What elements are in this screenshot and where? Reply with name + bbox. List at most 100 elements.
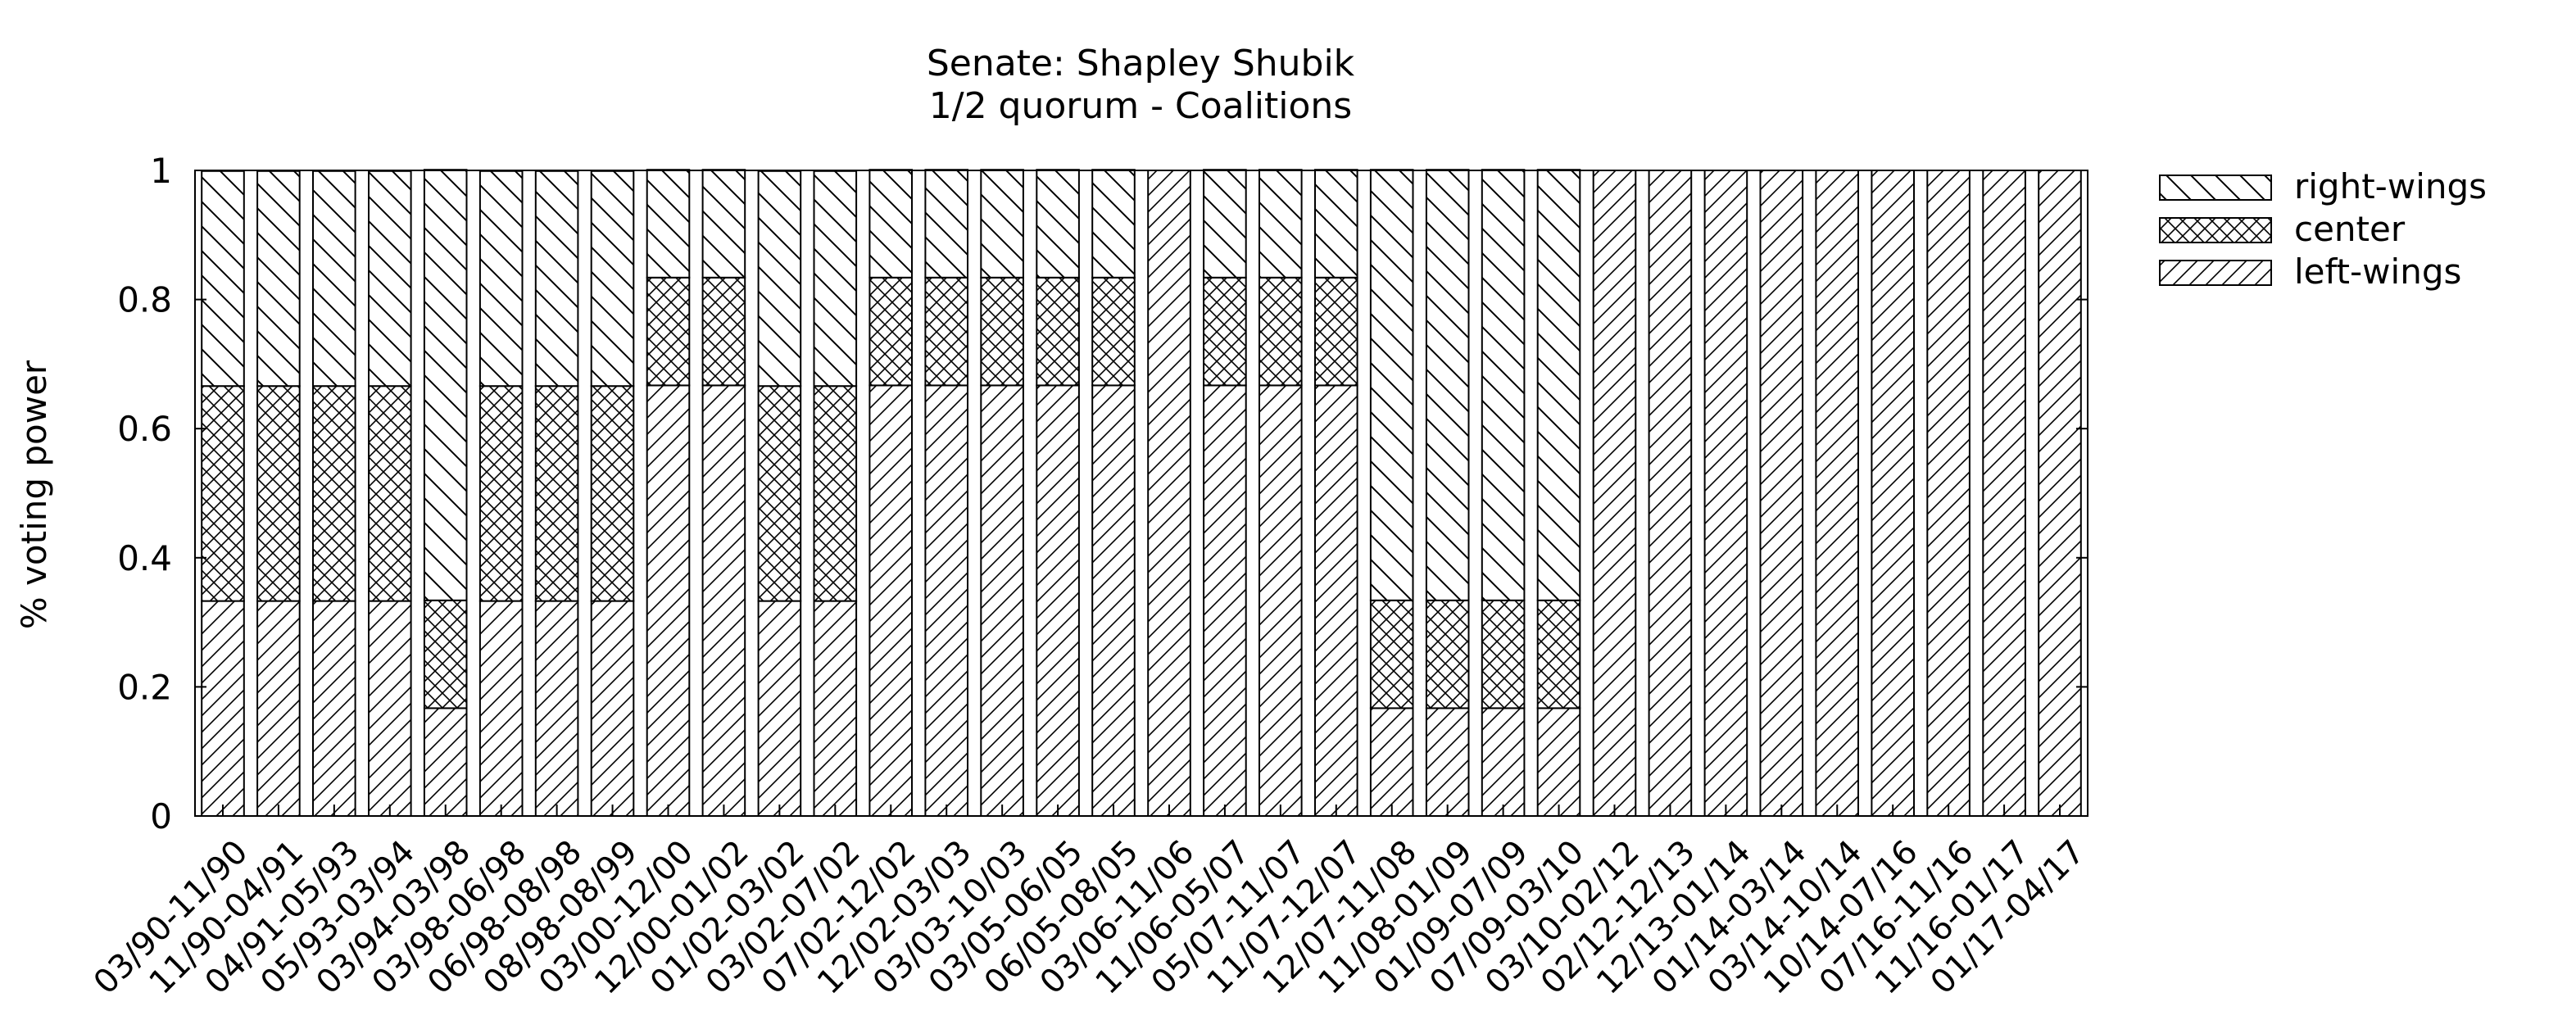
bar-segment-left-wings-17	[1091, 384, 1136, 817]
bar-segment-center-11	[757, 385, 802, 602]
legend-label-center: center	[2294, 209, 2406, 249]
bars-layer	[201, 169, 2082, 818]
bar-segment-left-wings-26	[1592, 170, 1637, 817]
bar-segment-center-22	[1369, 599, 1414, 709]
bar-segment-left-wings-9	[646, 384, 691, 817]
bar-segment-right-wings-2	[256, 170, 301, 388]
bar-segment-left-wings-12	[813, 600, 858, 817]
bar-segment-left-wings-24	[1481, 707, 1526, 818]
bar-segment-left-wings-5	[423, 707, 468, 818]
bar-segment-left-wings-16	[1036, 384, 1080, 817]
y-tick-label: 0.6	[117, 409, 172, 449]
bar-segment-left-wings-4	[368, 600, 412, 817]
plot-frame	[194, 170, 2088, 817]
y-tick-label: 1	[150, 151, 172, 191]
bar-segment-right-wings-25	[1536, 169, 1581, 601]
bar-segment-right-wings-8	[590, 170, 635, 388]
legend-swatch-right-wings	[2159, 175, 2272, 201]
bar-segment-center-8	[590, 385, 635, 602]
bar-segment-left-wings-14	[924, 384, 969, 817]
bar-segment-left-wings-3	[312, 600, 356, 817]
bar-segment-left-wings-31	[1871, 170, 1915, 817]
bar-segment-left-wings-29	[1759, 170, 1804, 817]
bar-segment-right-wings-9	[646, 169, 691, 279]
x-ticks: 03/90-11/9011/90-04/9104/91-05/9305/93-0…	[87, 805, 2092, 1002]
bar-segment-right-wings-19	[1203, 169, 1247, 279]
bar-segment-center-20	[1259, 276, 1303, 387]
bar-segment-left-wings-6	[478, 600, 524, 817]
y-tick-label: 0.2	[117, 667, 172, 707]
bar-segment-center-13	[868, 276, 914, 387]
legend-swatch-left-wings	[2159, 260, 2272, 286]
bar-segment-left-wings-1	[201, 600, 245, 817]
chart-subtitle: 1/2 quorum - Coalitions	[929, 85, 1352, 127]
bar-segment-right-wings-7	[534, 170, 579, 388]
bar-segment-center-12	[813, 385, 858, 602]
bar-segment-center-6	[478, 385, 524, 602]
bar-segment-right-wings-4	[368, 170, 412, 388]
bar-segment-center-24	[1481, 599, 1526, 709]
y-ticks: 0 0.2 0.4 0.6 0.8 1	[117, 151, 2088, 836]
bar-segment-center-3	[312, 385, 356, 602]
bar-segment-left-wings-33	[1982, 170, 2026, 817]
bar-segment-right-wings-11	[757, 170, 802, 388]
bar-segment-left-wings-30	[1815, 170, 1859, 817]
bar-segment-right-wings-16	[1036, 169, 1080, 279]
bar-segment-center-14	[924, 276, 969, 387]
bar-segment-center-5	[423, 599, 468, 709]
bar-segment-right-wings-1	[201, 170, 245, 388]
bar-segment-left-wings-8	[590, 600, 635, 817]
bar-segment-center-16	[1036, 276, 1080, 387]
bar-segment-left-wings-21	[1314, 384, 1358, 817]
bar-segment-center-1	[201, 385, 245, 602]
bar-segment-center-21	[1314, 276, 1358, 387]
bar-segment-right-wings-21	[1314, 169, 1358, 279]
bar-segment-left-wings-10	[701, 384, 746, 817]
bar-segment-right-wings-12	[813, 170, 858, 388]
bar-segment-left-wings-23	[1425, 707, 1470, 818]
bar-segment-left-wings-7	[534, 600, 579, 817]
bar-segment-right-wings-3	[312, 170, 356, 388]
legend-label-left-wings: left-wings	[2294, 252, 2461, 292]
y-tick-label: 0	[150, 796, 172, 836]
legend-swatch-center	[2159, 217, 2272, 243]
bar-segment-center-10	[701, 276, 746, 387]
bar-segment-left-wings-27	[1648, 170, 1693, 817]
bar-segment-right-wings-17	[1091, 169, 1136, 279]
y-tick-label: 0.8	[117, 280, 172, 320]
chart-title: Senate: Shapley Shubik	[927, 43, 1355, 84]
bar-segment-left-wings-28	[1703, 170, 1748, 817]
bar-segment-center-4	[368, 385, 412, 602]
bar-segment-left-wings-32	[1926, 170, 1971, 817]
bar-segment-left-wings-18	[1147, 170, 1191, 817]
bar-segment-right-wings-22	[1369, 169, 1414, 601]
bar-segment-left-wings-15	[980, 384, 1024, 817]
bar-segment-left-wings-34	[2038, 170, 2082, 817]
bar-segment-center-19	[1203, 276, 1247, 387]
bar-segment-center-9	[646, 276, 691, 387]
bar-segment-right-wings-14	[924, 169, 969, 279]
bar-segment-left-wings-25	[1536, 707, 1581, 818]
y-tick-label: 0.4	[117, 538, 172, 578]
bar-segment-right-wings-6	[478, 170, 524, 388]
bar-segment-center-23	[1425, 599, 1470, 709]
bar-segment-right-wings-23	[1425, 169, 1470, 601]
bar-segment-right-wings-20	[1259, 169, 1303, 279]
bar-segment-left-wings-19	[1203, 384, 1247, 817]
bar-segment-left-wings-22	[1369, 707, 1414, 818]
bar-segment-right-wings-13	[868, 169, 914, 279]
bar-segment-left-wings-11	[757, 600, 802, 817]
bar-segment-right-wings-10	[701, 169, 746, 279]
bar-segment-center-25	[1536, 599, 1581, 709]
legend-label-right-wings: right-wings	[2294, 166, 2487, 206]
bar-segment-center-15	[980, 276, 1024, 387]
y-axis-label: % voting power	[14, 360, 54, 629]
bar-segment-right-wings-5	[423, 169, 468, 601]
bar-segment-left-wings-2	[256, 600, 301, 817]
bar-segment-left-wings-13	[868, 384, 914, 817]
bar-segment-center-2	[256, 385, 301, 602]
bar-segment-right-wings-24	[1481, 169, 1526, 601]
bar-segment-left-wings-20	[1259, 384, 1303, 817]
